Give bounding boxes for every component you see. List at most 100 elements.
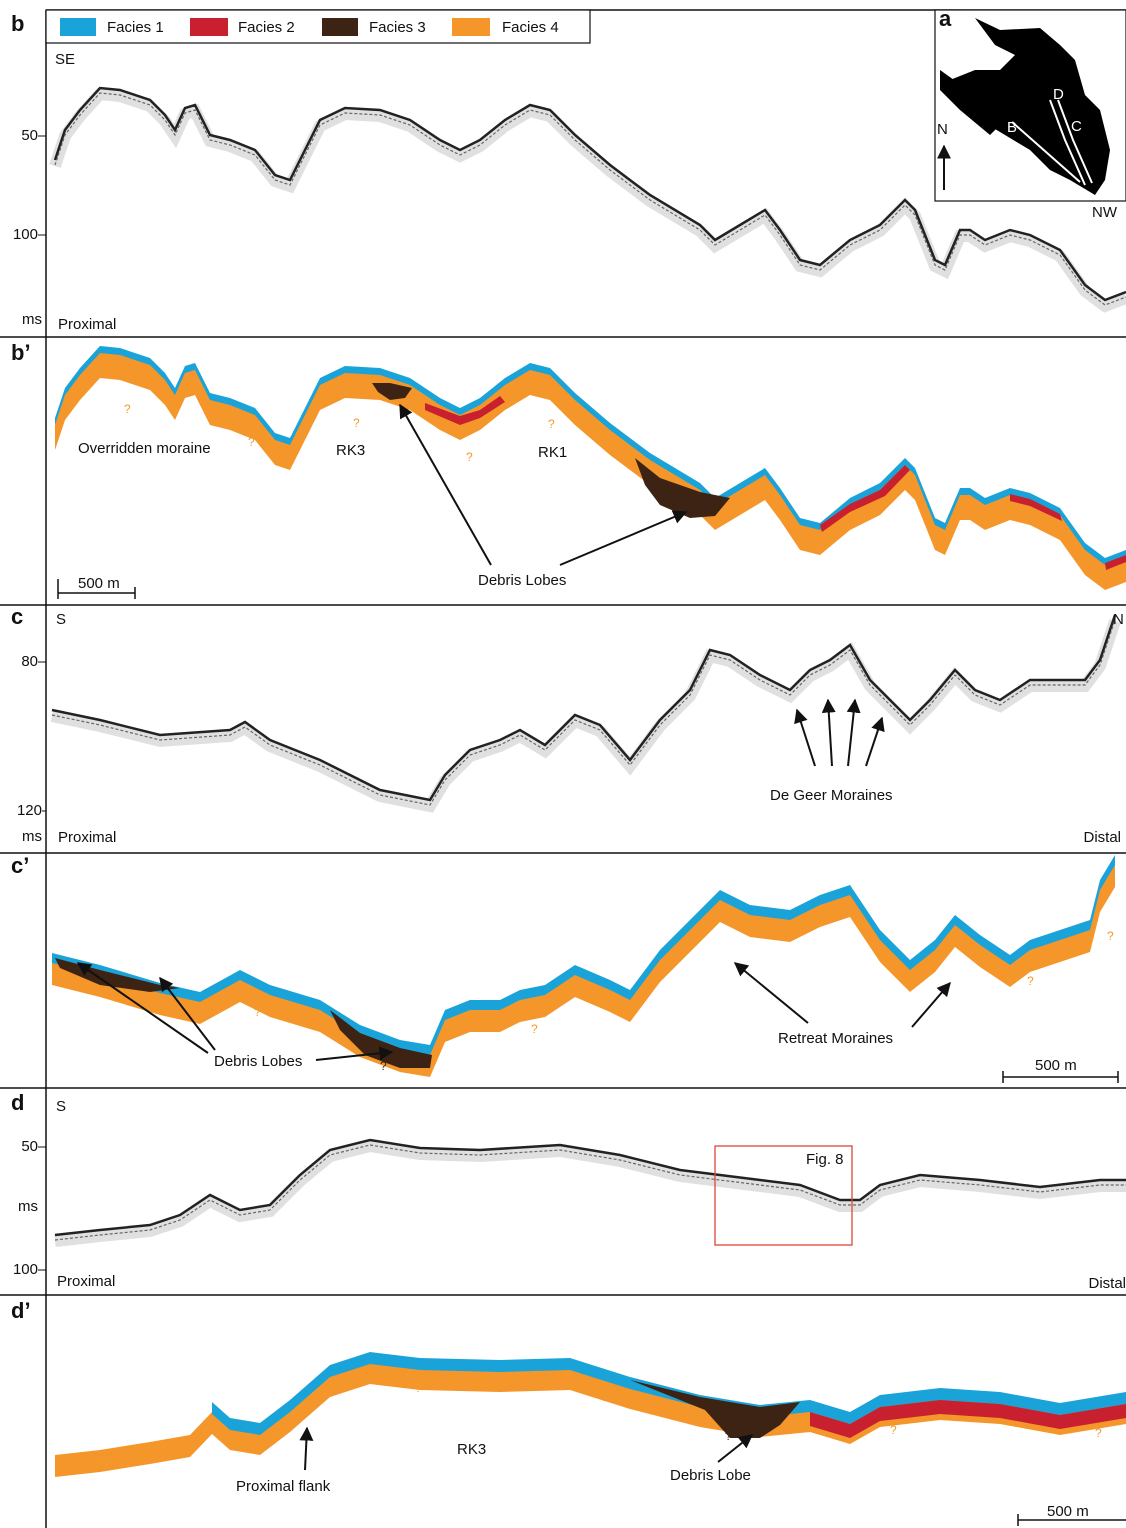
unit-label: ms — [18, 1198, 38, 1215]
direction-label: S — [56, 611, 66, 628]
panel-letter: c’ — [11, 853, 29, 878]
arrow — [399, 403, 492, 566]
question-mark: ? — [1107, 929, 1114, 943]
line-label: D — [1053, 86, 1064, 103]
north-label: N — [937, 121, 948, 138]
arrow — [717, 1434, 754, 1463]
side-label: Proximal — [57, 1273, 115, 1290]
arrow — [865, 716, 885, 767]
question-mark: ? — [890, 1423, 897, 1437]
legend-label: Facies 3 — [369, 19, 426, 36]
scale-label: 500 m — [78, 575, 120, 592]
legend-swatch — [452, 18, 490, 36]
annotation: RK3 — [336, 442, 365, 459]
inset-map — [934, 9, 1126, 202]
facies-2 — [1105, 555, 1126, 570]
annotation: Debris Lobes — [214, 1053, 302, 1070]
facies-2 — [1010, 494, 1062, 521]
panel-letter: d’ — [11, 1298, 31, 1323]
question-mark: ? — [466, 450, 473, 464]
y-tick-label: 50 — [21, 127, 38, 144]
question-mark: ? — [380, 1059, 387, 1073]
question-mark: ? — [353, 416, 360, 430]
facies-3 — [635, 458, 730, 518]
facies-2 — [425, 396, 505, 425]
seismic-reflector — [53, 86, 1126, 302]
y-tick-label: 120 — [17, 802, 42, 819]
question-mark: ? — [1027, 974, 1034, 988]
annotation: Debris Lobe — [670, 1467, 751, 1484]
question-mark: ? — [601, 1390, 608, 1404]
side-label: Proximal — [58, 829, 116, 846]
profiles — [49, 86, 1126, 1477]
arrow — [733, 962, 809, 1024]
inset-letter: a — [939, 6, 952, 31]
seismic-reflector — [54, 1144, 1126, 1241]
y-tick-label: 80 — [21, 653, 38, 670]
annotation: Fig. 8 — [806, 1151, 844, 1168]
question-mark: ? — [415, 1381, 422, 1395]
side-label: Distal — [1083, 829, 1121, 846]
question-mark: ? — [248, 435, 255, 449]
annotation: Debris Lobes — [478, 572, 566, 589]
arrow — [794, 708, 816, 767]
question-mark: ? — [725, 1429, 732, 1443]
facies-4 — [52, 863, 1115, 1077]
y-tick-label: 100 — [13, 226, 38, 243]
question-mark: ? — [101, 1459, 108, 1473]
annotation: De Geer Moraines — [770, 787, 893, 804]
unit-label: ms — [22, 311, 42, 328]
question-mark: ? — [124, 402, 131, 416]
arrow — [76, 962, 209, 1054]
question-mark: ? — [531, 1022, 538, 1036]
facies-3 — [372, 383, 412, 400]
seismic-reflector — [51, 614, 1117, 802]
seismic-reflector — [54, 1138, 1126, 1237]
annotation: Proximal flank — [236, 1478, 331, 1495]
legend-swatch — [190, 18, 228, 36]
question-mark: ? — [1095, 1426, 1102, 1440]
panel-letter: d — [11, 1090, 24, 1115]
question-mark: ? — [254, 1005, 261, 1019]
facies-2 — [810, 1400, 1126, 1438]
y-tick-label: 100 — [13, 1261, 38, 1278]
facies-3 — [630, 1380, 800, 1438]
facies-3 — [330, 1010, 432, 1068]
highlight-box — [714, 1145, 853, 1246]
side-label: Proximal — [58, 316, 116, 333]
legend-label: Facies 2 — [238, 19, 295, 36]
seismic-reflector — [51, 619, 1116, 806]
direction-label: SE — [55, 51, 75, 68]
panel-letter: b — [11, 11, 24, 36]
arrow — [299, 1426, 314, 1471]
direction-label: NW — [1092, 204, 1118, 221]
side-label: Distal — [1088, 1275, 1126, 1292]
legend-label: Facies 4 — [502, 19, 559, 36]
direction-label: S — [56, 1098, 66, 1115]
annotation: Retreat Moraines — [778, 1030, 893, 1047]
scale-bar — [57, 579, 136, 599]
scale-bar — [1002, 1071, 1119, 1083]
line-label: B — [1007, 119, 1017, 136]
seismic-halo — [50, 619, 1121, 813]
direction-label: N — [1113, 611, 1124, 628]
scale-label: 500 m — [1047, 1503, 1089, 1520]
legend-swatch — [60, 18, 96, 36]
question-mark: ? — [548, 417, 555, 431]
line-label: C — [1071, 118, 1082, 135]
seismic-halo — [54, 1139, 1126, 1247]
arrow — [315, 1046, 394, 1061]
legend-swatch — [322, 18, 358, 36]
legend-box — [45, 9, 591, 44]
y-tick-label: 50 — [21, 1138, 38, 1155]
facies-2 — [820, 465, 910, 532]
facies-1 — [52, 855, 1115, 1055]
facies-4 — [55, 1362, 1126, 1477]
annotation: RK1 — [538, 444, 567, 461]
arrow — [821, 698, 836, 767]
facies-1 — [55, 346, 1126, 565]
frame — [0, 9, 1126, 1528]
unit-label: ms — [22, 828, 42, 845]
arrow — [559, 510, 688, 566]
